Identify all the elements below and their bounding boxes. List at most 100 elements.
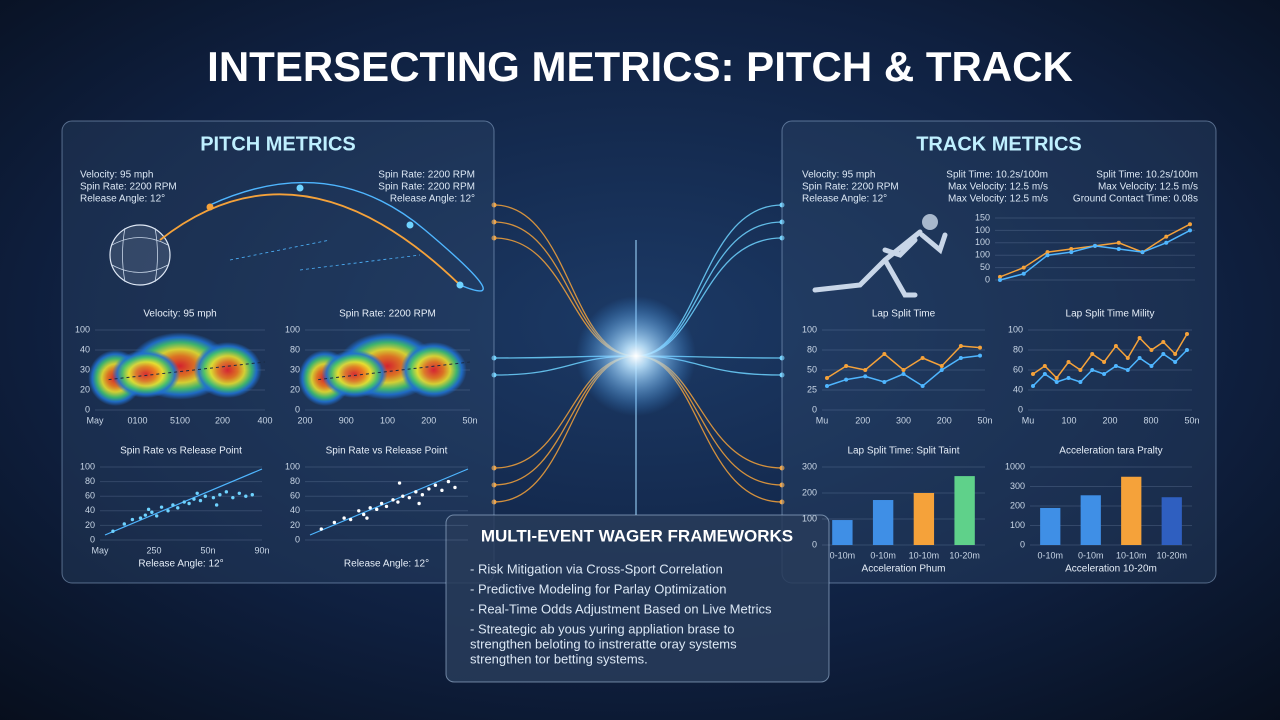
data-point	[1078, 368, 1083, 372]
x-tick-label: 10-20m	[1156, 550, 1187, 560]
data-point	[939, 368, 944, 372]
heat-blob	[112, 350, 180, 398]
link-dot	[779, 499, 785, 505]
x-tick-label: May	[91, 545, 109, 555]
x-tick-label: 200	[937, 415, 952, 425]
scatter-point	[198, 498, 203, 503]
pitch-panel	[61, 120, 495, 584]
y-tick-label: 100	[1010, 520, 1025, 530]
data-point	[1021, 265, 1026, 270]
x-tick-label: 90n	[254, 545, 269, 555]
y-tick-label: 0	[1020, 539, 1025, 549]
stat-text: Velocity: 95 mph	[802, 170, 875, 181]
data-point	[1031, 384, 1035, 388]
data-point	[844, 377, 849, 382]
y-tick-label: 60	[85, 491, 95, 501]
data-point	[1054, 376, 1059, 380]
data-point	[1116, 247, 1121, 251]
chart-title: Lap Split Time Mility	[1066, 309, 1155, 320]
y-tick-label: 0	[90, 534, 95, 544]
scatter-point	[446, 479, 451, 484]
data-point	[863, 368, 868, 372]
data-point	[1173, 360, 1178, 364]
link-dot	[779, 219, 785, 225]
bar	[1080, 495, 1101, 545]
bullet-text: strengthen tor betting systems.	[470, 651, 648, 666]
data-point	[844, 364, 849, 368]
y-tick-label: 100	[975, 237, 990, 247]
heat-blob	[400, 342, 467, 398]
baseball	[109, 224, 171, 286]
trajectory-dot	[406, 221, 414, 229]
data-point	[1031, 372, 1035, 376]
stat-text: Max Velocity: 12.5 m/s	[948, 194, 1048, 205]
trajectory-arc	[209, 182, 484, 292]
chart-title: Velocity: 95 mph	[143, 309, 216, 320]
y-tick-label: 80	[85, 476, 95, 486]
data-point	[1161, 352, 1166, 356]
y-tick-label: 100	[75, 324, 90, 334]
link-dot	[491, 482, 497, 488]
x-tick-label: 200	[297, 415, 312, 425]
trend-line	[309, 468, 469, 536]
data-point	[958, 344, 963, 348]
x-tick-label: 900	[339, 415, 354, 425]
data-point	[1093, 243, 1097, 248]
y-tick-label: 300	[802, 461, 817, 471]
panel-title: TRACK METRICS	[916, 133, 1082, 155]
y-tick-label: 20	[290, 384, 300, 394]
scatter-point	[414, 490, 418, 494]
data-point	[1188, 222, 1192, 227]
y-tick-label: 200	[1010, 500, 1025, 510]
data-point	[901, 368, 906, 372]
data-point	[1042, 364, 1047, 368]
data-point	[1078, 380, 1083, 384]
bar	[1161, 497, 1182, 545]
chart-title: Spin Rate vs Release Point	[326, 446, 448, 457]
data-point	[1113, 364, 1118, 368]
y-tick-label: 0	[295, 404, 300, 414]
data-point	[882, 380, 887, 384]
stat-text: Release Angle: 12°	[802, 194, 887, 205]
scatter-point	[427, 487, 431, 491]
runner-head	[922, 214, 938, 230]
pitch-trajectory	[109, 182, 484, 292]
scatter-point	[407, 495, 412, 500]
trajectory-guide	[229, 239, 421, 271]
y-tick-label: 80	[290, 344, 300, 354]
bullet-text: - Risk Mitigation via Cross-Sport Correl…	[470, 561, 723, 576]
y-tick-label: 50	[980, 262, 990, 272]
y-tick-label: 30	[290, 364, 300, 374]
bullet-text: strengthen beloting to instreratte oray …	[470, 636, 737, 651]
x-tick-label: 200	[421, 415, 436, 425]
trajectory-arc	[159, 193, 461, 286]
data-point	[978, 353, 982, 358]
data-point	[1173, 352, 1178, 356]
chart-title: Spin Rate vs Release Point	[120, 446, 242, 457]
stat-text: Ground Contact Time: 0.08s	[1073, 194, 1198, 205]
center-box	[445, 514, 830, 683]
y-tick-label: 100	[975, 250, 990, 260]
bar	[954, 476, 975, 545]
y-tick-label: 60	[1013, 364, 1023, 374]
data-point	[1113, 344, 1118, 348]
scatter-point	[368, 506, 372, 510]
y-tick-label: 60	[290, 491, 300, 501]
data-point	[1090, 368, 1095, 372]
data-point	[1102, 372, 1107, 376]
scatter-point	[384, 504, 389, 509]
y-tick-label: 25	[807, 384, 817, 394]
scatter-point	[365, 516, 369, 520]
data-point	[1066, 360, 1071, 364]
runner	[812, 214, 948, 298]
scatter-point	[111, 529, 115, 533]
y-tick-label: 0	[295, 534, 300, 544]
link-dot	[779, 235, 785, 241]
scatter-point	[348, 517, 353, 522]
stat-text: Release Angle: 12°	[390, 194, 475, 205]
scatter-point	[420, 493, 425, 497]
y-tick-label: 0	[1018, 404, 1023, 414]
stat-text: Spin Rate: 2200 RPM	[378, 182, 475, 193]
bullet-text: - Real-Time Odds Adjustment Based on Liv…	[470, 601, 772, 616]
data-line	[1032, 349, 1188, 387]
